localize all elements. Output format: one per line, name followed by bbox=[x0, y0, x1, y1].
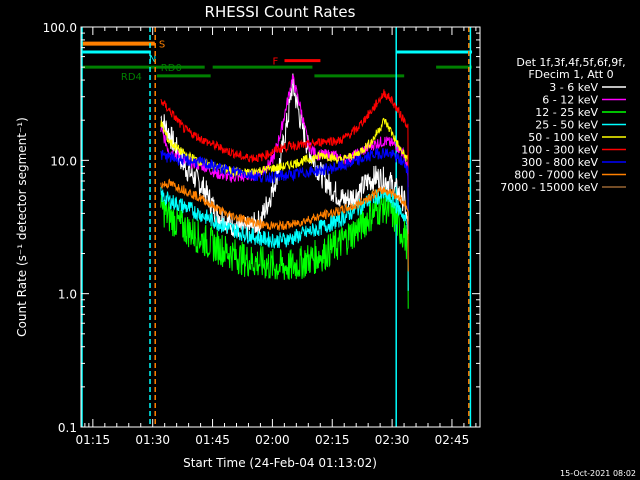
y-tick-label: 1.0 bbox=[58, 288, 77, 302]
y-axis-label: Count Rate (s⁻¹ detector segment⁻¹) bbox=[15, 117, 29, 337]
legend-item-label: 3 - 6 keV bbox=[549, 81, 598, 94]
legend-item-label: 12 - 25 keV bbox=[535, 106, 598, 119]
legend-item-label: 800 - 7000 keV bbox=[514, 169, 598, 182]
y-tick-label: 100.0 bbox=[43, 21, 77, 35]
y-axis: 0.1 1.0 10.0 100.0 bbox=[43, 21, 480, 435]
x-axis-label: Start Time (24-Feb-04 01:13:02) bbox=[183, 456, 377, 470]
legend-item-label: 25 - 50 keV bbox=[535, 119, 598, 132]
vertical-markers-layer bbox=[81, 27, 472, 427]
chart-title: RHESSI Count Rates bbox=[205, 3, 356, 21]
series-layer bbox=[160, 73, 409, 309]
flags-layer: SN RD0 RD4 F bbox=[81, 40, 473, 83]
x-tick-label: 02:00 bbox=[255, 433, 290, 447]
x-tick-label: 01:15 bbox=[76, 433, 111, 447]
y-tick-label: 10.0 bbox=[50, 154, 77, 168]
x-tick-label: 01:30 bbox=[135, 433, 170, 447]
legend-item-label: 6 - 12 keV bbox=[542, 94, 598, 107]
legend-item-label: 50 - 100 keV bbox=[528, 131, 598, 144]
x-tick-label: 02:45 bbox=[435, 433, 470, 447]
flag-label: S bbox=[159, 40, 165, 51]
legend-header-line-2: FDecim 1, Att 0 bbox=[528, 68, 613, 81]
series-line bbox=[160, 89, 409, 188]
flag-label: RD0 bbox=[161, 63, 182, 74]
legend-item-label: 7000 - 15000 keV bbox=[500, 181, 598, 194]
flag-label: F bbox=[272, 57, 278, 68]
legend: Det 1f,3f,4f,5f,6f,9f, FDecim 1, Att 0 3… bbox=[500, 56, 626, 194]
x-tick-label: 01:45 bbox=[195, 433, 230, 447]
legend-item-label: 100 - 300 keV bbox=[521, 144, 598, 157]
y-tick-label: 0.1 bbox=[58, 421, 77, 435]
x-tick-label: 02:30 bbox=[375, 433, 410, 447]
series-line bbox=[160, 73, 409, 291]
legend-header-line-1: Det 1f,3f,4f,5f,6f,9f, bbox=[516, 56, 625, 69]
series-line bbox=[160, 178, 409, 272]
series-line bbox=[160, 188, 409, 309]
plot-frame bbox=[80, 26, 481, 428]
series-line bbox=[160, 187, 409, 291]
x-axis: 01:15 01:30 01:45 02:00 02:15 02:30 02:45 bbox=[76, 27, 477, 447]
flag-label: N bbox=[149, 54, 156, 65]
flag-label: RD4 bbox=[121, 72, 142, 83]
legend-item-label: 300 - 800 keV bbox=[521, 156, 598, 169]
series-line bbox=[160, 147, 409, 231]
x-tick-label: 02:15 bbox=[315, 433, 350, 447]
generation-timestamp: 15-Oct-2021 08:02 bbox=[560, 469, 636, 478]
series-line bbox=[160, 117, 409, 222]
